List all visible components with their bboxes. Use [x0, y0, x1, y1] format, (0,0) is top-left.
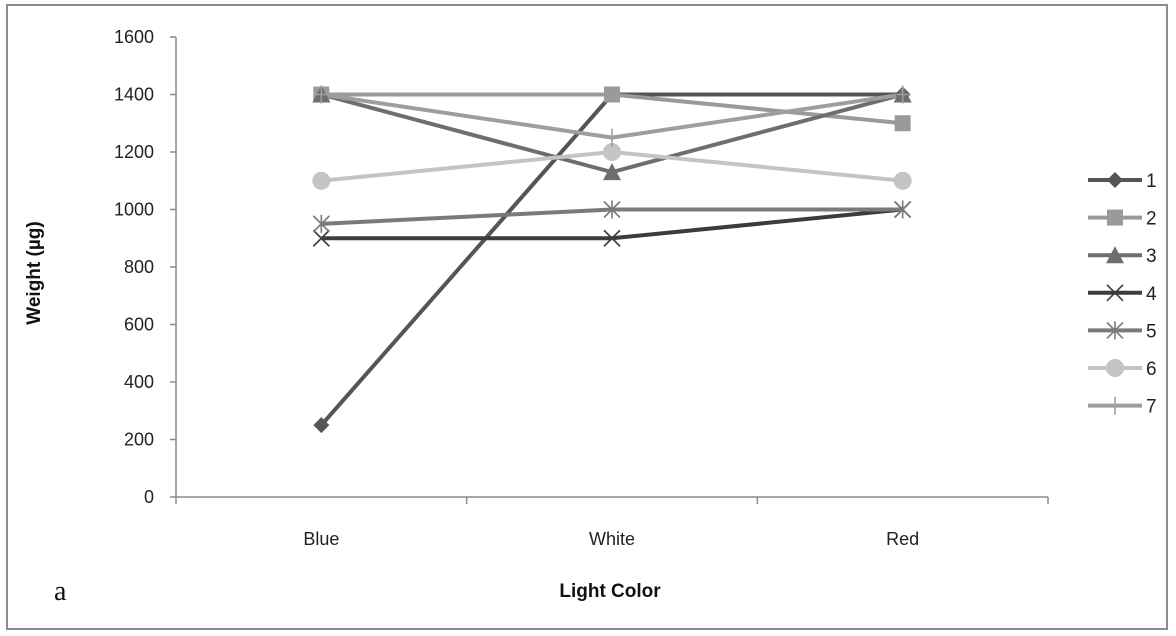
y-tick-label: 600: [124, 315, 154, 335]
data-point-2-white: [604, 86, 620, 103]
data-point-5-red: [894, 200, 912, 219]
legend-label-4: 4: [1146, 284, 1157, 305]
panel-label: a: [54, 576, 67, 607]
legend-marker-2: [1107, 209, 1123, 226]
y-tick-label: 200: [124, 430, 154, 450]
data-point-6-red: [893, 171, 912, 190]
legend-label-7: 7: [1146, 397, 1157, 418]
data-point-1-blue: [313, 417, 330, 434]
legend-marker-6: [1106, 359, 1124, 377]
y-axis-title: Weight (µg): [24, 221, 45, 324]
data-point-7-blue: [313, 85, 330, 104]
y-tick-label: 1000: [114, 200, 154, 220]
data-point-3-white: [603, 163, 621, 181]
data-point-7-red: [894, 85, 911, 104]
y-tick-label: 800: [124, 257, 154, 277]
data-point-5-blue: [312, 214, 330, 233]
legend-label-2: 2: [1146, 209, 1157, 230]
y-tick-label: 0: [144, 487, 154, 507]
chart-frame: [6, 4, 1168, 630]
legend-marker-3: [1106, 246, 1124, 264]
x-tick-label: Blue: [303, 529, 339, 549]
x-tick-label: Red: [886, 529, 919, 549]
data-point-5-white: [603, 200, 621, 219]
data-point-2-red: [894, 115, 911, 132]
data-point-6-white: [603, 143, 621, 161]
legend-label-5: 5: [1146, 321, 1157, 342]
legend-marker-5: [1106, 321, 1124, 340]
legend-marker-4: [1106, 284, 1124, 302]
legend-label-1: 1: [1146, 171, 1157, 192]
legend: 1 2 3 4 5 6 7: [1088, 171, 1157, 418]
legend-label-3: 3: [1146, 246, 1157, 267]
y-tick-label: 1200: [114, 142, 154, 162]
data-point-4-white: [603, 229, 621, 247]
data-point-7-white: [604, 128, 620, 147]
axes: 0 200 400 600 800 1000 1200 1400 1600 Blue White Re…: [114, 27, 1049, 549]
legend-label-6: 6: [1146, 359, 1157, 380]
legend-marker-7: [1107, 396, 1123, 415]
legend-marker-1: [1107, 172, 1123, 188]
y-tick-label: 400: [124, 372, 154, 392]
y-tick-label: 1400: [114, 85, 154, 105]
y-tick-label: 1600: [114, 27, 154, 47]
data-point-6-blue: [312, 171, 331, 190]
x-axis-title: Light Color: [559, 581, 661, 602]
series-markers: [312, 85, 912, 434]
x-tick-label: White: [589, 529, 635, 549]
data-point-4-blue: [312, 229, 330, 247]
